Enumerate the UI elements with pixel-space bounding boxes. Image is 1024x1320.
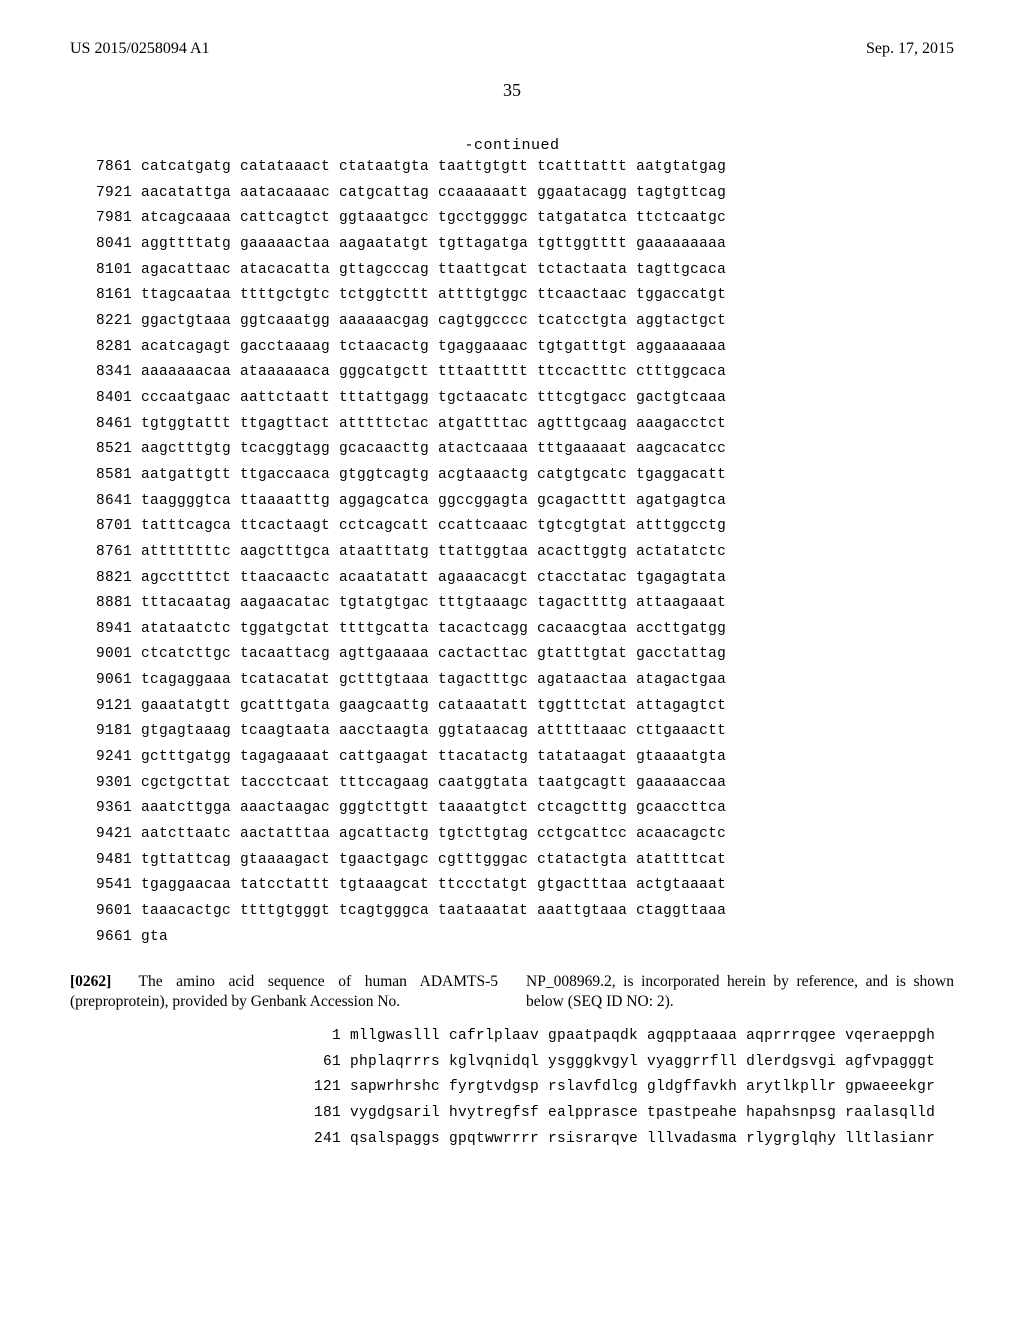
paragraph-left-text: The amino acid sequence of human ADAMTS-… [70,973,498,1010]
paragraph-row: [0262] The amino acid sequence of human … [70,972,954,1012]
sequence-block-1: 7861 catcatgatg catataaact ctataatgta ta… [96,155,954,950]
continued-label: -continued [70,137,954,154]
sequence-block-2: 1 mllgwaslll cafrlplaav gpaatpaqdk agqpp… [314,1024,954,1152]
page-number: 35 [70,80,954,101]
publication-date: Sep. 17, 2015 [866,40,954,58]
paragraph-col-left: [0262] The amino acid sequence of human … [70,972,512,1012]
paragraph-col-right: NP_008969.2, is incorporated herein by r… [512,972,954,1012]
page-header: US 2015/0258094 A1 Sep. 17, 2015 [70,40,954,58]
paragraph-number: [0262] [70,973,111,990]
page: US 2015/0258094 A1 Sep. 17, 2015 35 -con… [0,0,1024,1202]
paragraph-right-text: NP_008969.2, is incorporated herein by r… [526,973,954,1010]
publication-number: US 2015/0258094 A1 [70,40,210,58]
